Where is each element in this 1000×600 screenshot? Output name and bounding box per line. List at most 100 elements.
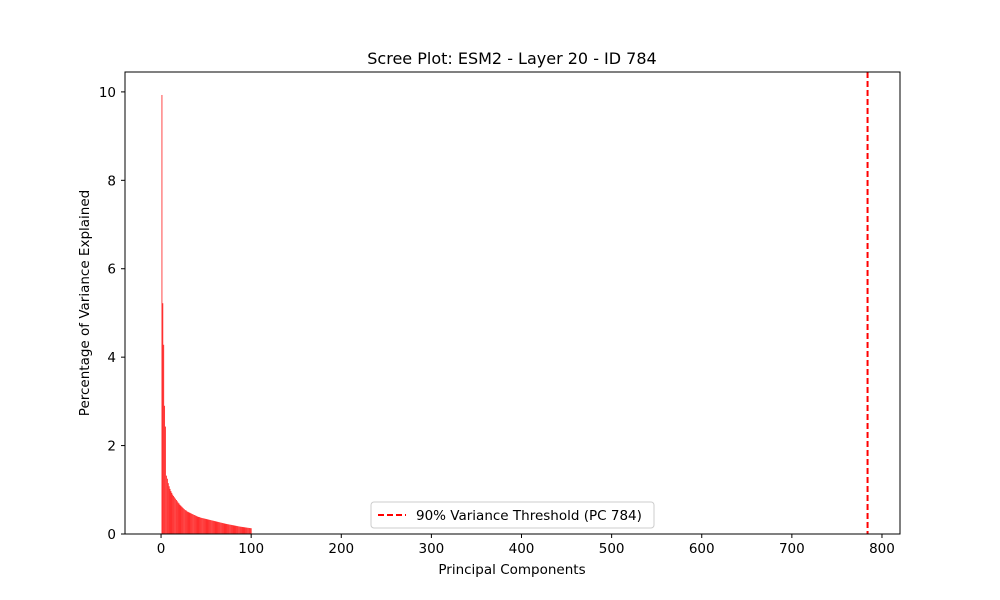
bars-layer — [161, 94, 252, 534]
bar — [203, 518, 205, 534]
bar — [181, 506, 183, 534]
bar — [167, 483, 169, 534]
x-tick-label: 0 — [157, 541, 166, 557]
bar — [221, 522, 223, 534]
bar — [184, 509, 185, 534]
legend-threshold-label: 90% Variance Threshold (PC 784) — [416, 508, 642, 524]
x-tick-label: 500 — [599, 541, 625, 557]
bar — [216, 521, 218, 534]
bar — [170, 491, 172, 534]
bar — [201, 517, 202, 534]
bar — [247, 527, 248, 534]
bar — [211, 520, 212, 534]
bar — [162, 303, 164, 534]
bar — [250, 528, 252, 534]
bar — [195, 515, 197, 534]
bar — [226, 524, 228, 534]
bar — [249, 527, 250, 534]
bar — [185, 510, 187, 534]
bar — [240, 526, 242, 534]
bar — [182, 507, 184, 534]
bar — [230, 524, 232, 534]
bar — [171, 492, 173, 534]
chart-title: Scree Plot: ESM2 - Layer 20 - ID 784 — [367, 49, 656, 68]
bar — [189, 512, 191, 534]
y-axis: 0 2 4 6 8 10 — [99, 85, 125, 543]
x-tick-label: 100 — [238, 541, 264, 557]
bar — [225, 523, 227, 534]
x-axis-label: Principal Components — [438, 562, 585, 578]
bar — [172, 494, 174, 534]
y-tick-label: 10 — [99, 85, 116, 101]
bar — [186, 511, 188, 534]
bar — [220, 522, 221, 534]
bar — [173, 495, 175, 534]
bar — [204, 518, 206, 534]
bar — [191, 513, 193, 534]
bar — [224, 523, 226, 534]
bar — [244, 527, 246, 534]
bar — [179, 504, 181, 534]
bar — [194, 515, 196, 534]
x-tick-label: 700 — [779, 541, 805, 557]
bar — [187, 511, 189, 534]
bar — [190, 513, 192, 534]
x-tick-label: 400 — [509, 541, 535, 557]
x-axis: 0 100 200 300 400 500 600 700 800 — [157, 534, 895, 557]
bar — [232, 525, 234, 534]
bar — [165, 426, 166, 534]
bar — [213, 520, 215, 534]
bar — [231, 525, 233, 534]
bar — [174, 497, 175, 534]
y-tick-label: 0 — [107, 527, 116, 543]
x-tick-label: 800 — [869, 541, 895, 557]
bar — [166, 478, 168, 534]
x-tick-label: 300 — [419, 541, 445, 557]
bar — [222, 523, 224, 534]
bar — [205, 518, 207, 534]
legend-box — [370, 501, 655, 529]
bar — [218, 522, 220, 534]
bar — [203, 518, 204, 534]
bar — [169, 488, 171, 534]
bar — [166, 475, 167, 534]
bar — [185, 510, 186, 534]
bar — [183, 508, 184, 534]
bar — [227, 524, 229, 534]
bar — [199, 517, 201, 534]
bar — [239, 526, 240, 534]
bar — [176, 499, 177, 534]
bar — [234, 525, 236, 534]
bar — [168, 486, 170, 534]
bar — [194, 514, 195, 534]
bar — [215, 521, 217, 534]
bar — [221, 522, 222, 534]
x-tick-label: 600 — [689, 541, 715, 557]
bar — [235, 525, 237, 534]
y-tick-label: 8 — [107, 173, 116, 189]
bar — [202, 518, 203, 534]
bar — [239, 526, 241, 534]
y-tick-label: 2 — [107, 439, 116, 455]
x-tick-label: 200 — [328, 541, 354, 557]
bar — [161, 94, 163, 534]
bar — [207, 519, 209, 534]
bar — [214, 521, 216, 534]
y-axis-label: Percentage of Variance Explained — [77, 190, 93, 416]
legend: 90% Variance Threshold (PC 784) — [370, 501, 655, 529]
bar — [210, 520, 211, 534]
bar — [242, 527, 244, 534]
bar — [208, 519, 210, 534]
y-tick-label: 4 — [107, 350, 116, 366]
bar — [246, 527, 248, 534]
y-tick-label: 6 — [107, 262, 116, 278]
bar — [217, 521, 219, 534]
bar — [233, 525, 235, 534]
bar — [209, 519, 211, 534]
bar — [164, 405, 166, 534]
bar — [236, 525, 238, 534]
bar — [206, 519, 208, 534]
bar — [248, 527, 249, 534]
